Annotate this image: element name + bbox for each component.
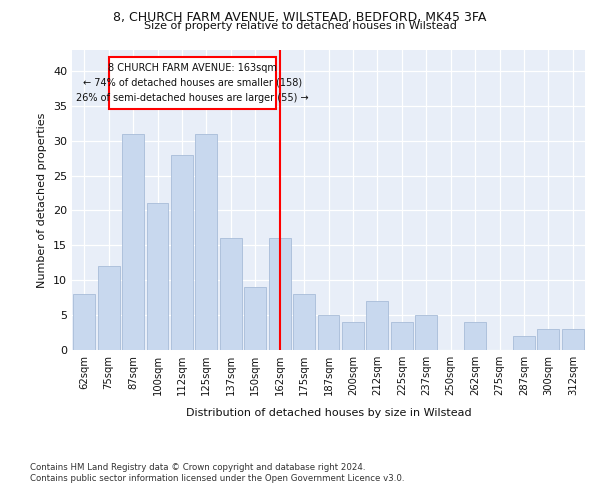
Text: 8, CHURCH FARM AVENUE, WILSTEAD, BEDFORD, MK45 3FA: 8, CHURCH FARM AVENUE, WILSTEAD, BEDFORD… (113, 11, 487, 24)
Text: 26% of semi-detached houses are larger (55) →: 26% of semi-detached houses are larger (… (76, 94, 308, 104)
Bar (317, 315, 340, 350)
Text: ← 74% of detached houses are smaller (158): ← 74% of detached houses are smaller (15… (83, 78, 302, 88)
Y-axis label: Number of detached properties: Number of detached properties (37, 112, 47, 288)
Bar (146, 204, 169, 350)
Bar (562, 329, 584, 350)
Text: Contains public sector information licensed under the Open Government Licence v3: Contains public sector information licen… (30, 474, 404, 483)
Text: 8 CHURCH FARM AVENUE: 163sqm: 8 CHURCH FARM AVENUE: 163sqm (108, 62, 277, 72)
Text: Distribution of detached houses by size in Wilstead: Distribution of detached houses by size … (186, 408, 472, 418)
Bar (269, 238, 290, 350)
Bar (122, 134, 144, 350)
Text: Contains HM Land Registry data © Crown copyright and database right 2024.: Contains HM Land Registry data © Crown c… (30, 462, 365, 471)
Bar (513, 336, 535, 350)
Bar (415, 315, 437, 350)
Bar (391, 322, 413, 350)
Bar (342, 322, 364, 350)
Bar (244, 287, 266, 350)
Bar (196, 134, 217, 350)
Bar (73, 294, 95, 350)
Bar (98, 266, 119, 350)
FancyBboxPatch shape (109, 57, 276, 110)
Bar (464, 322, 486, 350)
Bar (171, 154, 193, 350)
Bar (538, 329, 559, 350)
Bar (220, 238, 242, 350)
Bar (293, 294, 315, 350)
Text: Size of property relative to detached houses in Wilstead: Size of property relative to detached ho… (143, 21, 457, 31)
Bar (367, 301, 388, 350)
